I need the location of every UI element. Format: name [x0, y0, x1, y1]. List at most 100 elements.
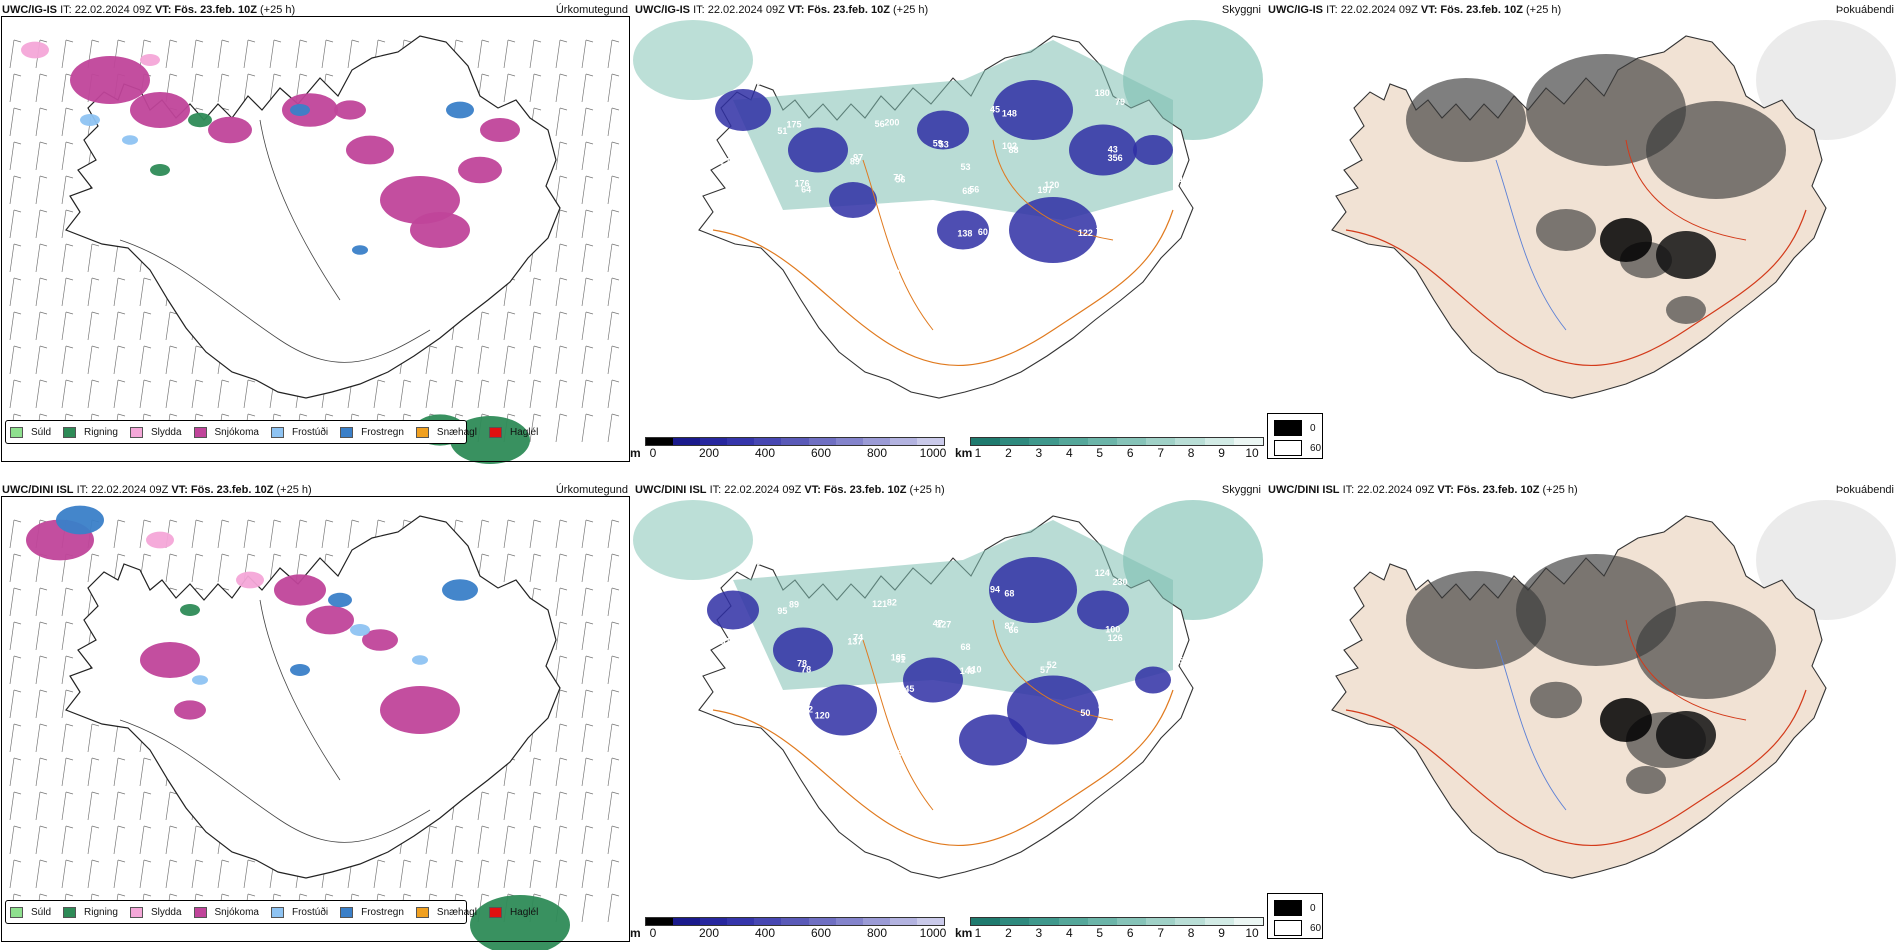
cloud-base-label: 124 [1095, 568, 1110, 578]
legend-item: Snæhagl [415, 426, 477, 438]
cloud-base-label: 96 [960, 708, 970, 718]
cloud-base-label: 95 [1173, 655, 1183, 665]
colorbar-tick: 2 [1005, 446, 1012, 460]
fog-legend-item: 0 [1274, 420, 1316, 436]
cloud-base-label: 47 [933, 618, 943, 628]
panel-header: UWC/DINI ISL IT: 22.02.2024 09Z VT: Fös.… [1268, 484, 1578, 496]
colorbar-tick: 7 [1157, 926, 1164, 940]
legend-label: Frostregn [361, 906, 404, 918]
panel-header: UWC/DINI ISL IT: 22.02.2024 09Z VT: Fös.… [2, 484, 312, 496]
map-layer [1331, 20, 1896, 399]
legend-swatch [415, 426, 429, 438]
cloud-base-label: 150 [751, 557, 766, 567]
legend-swatch [340, 426, 354, 438]
colorbar-segment [1000, 918, 1030, 925]
cloud-base-label: 8 [895, 268, 900, 278]
cloud-base-label: 81 [902, 204, 912, 214]
cloud-base-label: 118 [896, 75, 911, 85]
precip-type-legend: Súld Rigning Slydda Snjókoma Frostúði Frostre… [5, 420, 538, 444]
legend-swatch [129, 426, 143, 438]
model-name: UWC/IG-IS [1268, 4, 1323, 16]
valid-time: VT: Fös. 23.feb. 10Z [154, 4, 257, 16]
colorbar-segment [862, 438, 890, 445]
valid-time: VT: Fös. 23.feb. 10Z [171, 484, 274, 496]
colorbar-segment [1000, 438, 1030, 445]
map-layer [1331, 500, 1896, 879]
init-time: IT: 22.02.2024 09Z [709, 484, 802, 496]
colorbar-segment [808, 918, 836, 925]
legend-label: Rigning [84, 426, 118, 438]
colorbar-segment [971, 438, 1001, 445]
cloud-visibility-panel-2: 68 51 47 110 137 87 145 121 52 78 94 62 95 100 120 109 8… [633, 480, 1265, 950]
colorbar-segment [835, 438, 863, 445]
fog-legend-label: 0 [1310, 422, 1316, 434]
colorbar-unit: m [630, 446, 641, 460]
cloud-base-label: 87 [1005, 621, 1015, 631]
colorbar-tick: 8 [1187, 446, 1195, 460]
colorbar-segment [754, 438, 782, 445]
colorbar-tick: 400 [754, 446, 776, 460]
cloud-base-label: 57 [1040, 665, 1050, 675]
colorbar-tick: 3 [1035, 446, 1043, 460]
legend-swatch [63, 906, 77, 918]
legend-item: Súld [10, 906, 51, 918]
cloud-base-label: 148 [960, 666, 975, 676]
legend-label: Frostúði [291, 906, 329, 918]
cloud-base-label: 230 [1112, 577, 1127, 587]
cloud-base-label: 197 [1038, 185, 1053, 195]
fog-legend-label: 60 [1310, 922, 1322, 934]
colorbar-tick: 9 [1218, 446, 1225, 460]
model-name: UWC/IG-IS [635, 4, 690, 16]
legend-item: Súld [10, 426, 52, 438]
colorbar-tick: 3 [1035, 926, 1043, 940]
legend-label: Frostregn [361, 426, 404, 438]
cloud-base-label: 62 [978, 707, 988, 717]
cloud-base-label: 136 [918, 270, 933, 280]
legend-swatch [63, 426, 77, 438]
cloud-base-label: 105 [891, 653, 906, 663]
cloud-base-label: 120 [1044, 180, 1059, 190]
colorbar-tick: 6 [1126, 926, 1134, 940]
lead-time: (+25 h) [276, 484, 312, 496]
cloud-base-label: 74 [1173, 175, 1183, 185]
fog-legend-item: 60 [1274, 920, 1321, 936]
cloud-base-label: 121 [872, 599, 887, 609]
legend-label: Snæhagl [436, 906, 477, 918]
panel-title: Úrkomutegund [555, 484, 628, 496]
cloud-base-label: 68 [1004, 588, 1014, 598]
valid-time: VT: Fös. 23.feb. 10Z [787, 4, 890, 16]
fog-legend-swatch [1274, 900, 1302, 916]
colorbar-segment [916, 438, 945, 445]
cloud-base-label: 148 [1002, 108, 1017, 118]
cloud-base-label: 127 [919, 75, 934, 85]
legend-swatch [270, 906, 284, 918]
panel-title: Þokuábendi [1835, 484, 1894, 496]
colorbar-segment [700, 438, 728, 445]
panel-header: UWC/IG-IS IT: 22.02.2024 09Z VT: Fös. 23… [635, 4, 928, 16]
cloud-base-label: 36 [892, 748, 902, 758]
colorbar-segment [835, 918, 863, 925]
cloud-base-label: 79 [1115, 97, 1125, 107]
colorbar-tick: 0 [649, 446, 657, 460]
colorbar-tick: 200 [698, 926, 720, 940]
colorbar-tick: 200 [698, 446, 720, 460]
colorbar-tick: 600 [810, 446, 832, 460]
cloud-base-label: 43 [1108, 144, 1118, 154]
legend-label: Haglél [509, 426, 539, 438]
legend-swatch [193, 426, 207, 438]
legend-label: Rigning [84, 906, 118, 918]
legend-swatch [129, 906, 143, 918]
cloud-base-label: 51 [895, 655, 905, 665]
colorbar-segment [673, 438, 701, 445]
cloud-base-label: 126 [1108, 633, 1123, 643]
colorbar-segment [971, 918, 1001, 925]
cloud-base-label: 57 [891, 682, 901, 692]
map-layer: 53 56 59 56 89 102 81 56 120 64 45 60 51 43 39 118 101 70… [633, 20, 1263, 399]
fog-legend-label: 0 [1310, 902, 1316, 914]
model-name: UWC/DINI ISL [635, 484, 707, 496]
cloud-base-label: 138 [957, 228, 972, 238]
fog-panel-1: UWC/IG-IS IT: 22.02.2024 09Z VT: Fös. 23… [1266, 0, 1898, 470]
colorbar-unit: km [955, 446, 973, 460]
cloud-base-label: 74 [853, 633, 863, 643]
legend-label: Súld [31, 426, 52, 438]
